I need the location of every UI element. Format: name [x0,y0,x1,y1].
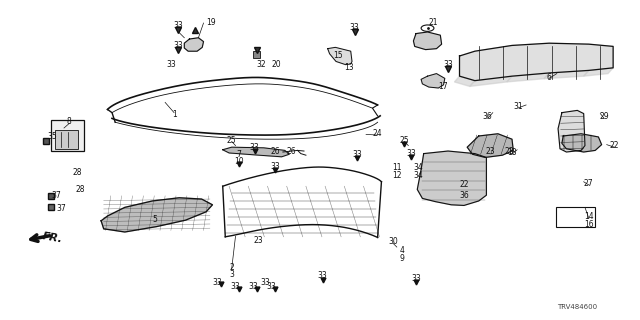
Text: 33: 33 [260,278,270,287]
Text: 24: 24 [372,129,383,138]
Text: 15: 15 [333,51,343,60]
Text: 8: 8 [67,117,72,126]
Text: 33: 33 [349,23,360,32]
Text: 33: 33 [443,60,453,69]
Text: 33: 33 [166,60,177,68]
Polygon shape [101,198,212,232]
Polygon shape [507,73,549,82]
Polygon shape [328,47,352,65]
Text: 31: 31 [513,102,524,111]
Text: 33: 33 [173,41,183,50]
Text: 34: 34 [413,171,424,180]
Text: 27: 27 [584,179,594,188]
Text: 23: 23 [253,236,264,245]
Text: 22: 22 [610,141,619,150]
Text: 28: 28 [76,185,85,194]
Text: 5: 5 [152,215,157,224]
Polygon shape [223,147,289,157]
Text: 29: 29 [599,112,609,121]
Polygon shape [184,38,204,51]
Text: 23: 23 [504,147,515,156]
Text: 18: 18 [508,148,516,157]
Text: 33: 33 [411,274,421,283]
FancyBboxPatch shape [556,207,595,227]
Text: 26: 26 [270,147,280,156]
Text: 36: 36 [460,191,470,200]
Text: 36: 36 [483,112,493,121]
Polygon shape [470,76,512,86]
Text: 25: 25 [399,136,410,145]
Text: 6: 6 [547,73,552,82]
Text: 12: 12 [392,171,401,180]
Text: 33: 33 [270,162,280,171]
Text: 7: 7 [236,150,241,159]
Text: 16: 16 [584,220,594,229]
Polygon shape [544,70,589,79]
Text: 37: 37 [51,191,61,200]
Polygon shape [421,74,445,88]
FancyBboxPatch shape [51,120,84,151]
Text: 33: 33 [248,282,259,291]
Text: 10: 10 [234,157,244,166]
Text: TRV484600: TRV484600 [557,304,597,310]
FancyBboxPatch shape [253,51,260,58]
Text: FR.: FR. [41,231,63,244]
Text: 33: 33 [212,278,223,287]
Text: 33: 33 [317,271,328,280]
Text: 33: 33 [173,21,183,30]
Text: 33: 33 [230,282,241,291]
Text: 37: 37 [56,204,67,213]
Text: 19: 19 [206,18,216,27]
Text: 30: 30 [388,237,398,246]
Text: 2: 2 [229,263,234,272]
Text: 22: 22 [460,180,469,189]
Text: 1: 1 [172,110,177,119]
Text: 33: 33 [352,150,362,159]
Text: 23: 23 [485,147,495,156]
Text: 14: 14 [584,212,594,221]
Text: 26: 26 [286,147,296,156]
Text: 17: 17 [438,82,448,91]
Polygon shape [460,43,613,81]
Text: 20: 20 [271,60,282,69]
Text: 13: 13 [344,63,355,72]
Text: 21: 21 [429,18,438,27]
Text: 3: 3 [229,270,234,279]
Text: 35: 35 [47,132,58,141]
FancyBboxPatch shape [55,130,78,149]
Text: 9: 9 [399,254,404,263]
Polygon shape [584,68,613,76]
Text: 25: 25 [227,136,237,145]
Text: 33: 33 [406,149,416,158]
Polygon shape [454,76,475,86]
Text: 33: 33 [250,143,260,152]
Polygon shape [467,134,513,157]
Polygon shape [413,32,442,50]
Text: 32: 32 [256,60,266,69]
Text: 11: 11 [392,163,401,172]
Text: 4: 4 [399,246,404,255]
Polygon shape [558,110,585,152]
Polygon shape [417,151,486,205]
Text: 34: 34 [413,163,424,172]
Polygon shape [562,134,602,152]
Text: 28: 28 [72,168,81,177]
Text: 33: 33 [266,282,276,291]
